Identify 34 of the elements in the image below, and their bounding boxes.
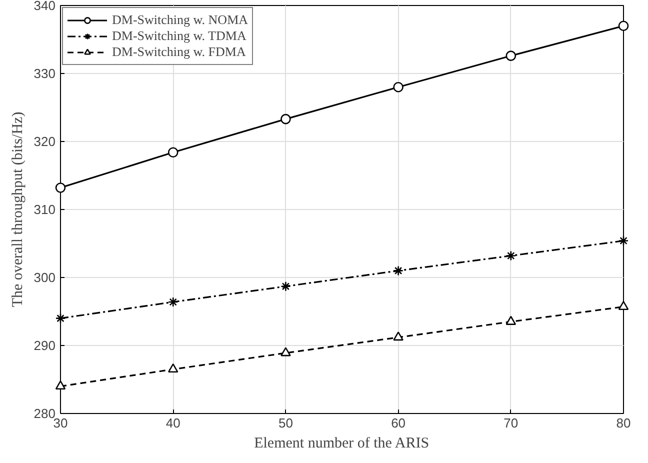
point — [393, 331, 404, 341]
y-tick-label: 330 — [34, 66, 56, 81]
y-axis-title: The overall throughput (bits/Hz) — [10, 112, 26, 308]
point — [618, 236, 629, 246]
y-tick-label: 340 — [34, 0, 56, 13]
y-tick-label: 310 — [34, 202, 56, 217]
y-tick-label: 320 — [34, 134, 56, 149]
point — [506, 316, 516, 325]
x-tick-label: 60 — [391, 416, 406, 430]
x-tick-label: 70 — [504, 416, 518, 430]
y-tick-label: 290 — [34, 338, 56, 353]
point — [393, 266, 404, 276]
point — [618, 20, 629, 32]
x-axis-title: Element number of the ARIS — [254, 436, 430, 452]
point — [280, 347, 291, 356]
x-tick-label: 50 — [278, 416, 293, 430]
point — [168, 363, 178, 373]
x-tick-label: 80 — [616, 416, 631, 430]
point — [618, 300, 629, 310]
point — [280, 114, 291, 124]
point — [280, 281, 291, 292]
legend-label: DM-Switching w. TDMA — [112, 28, 246, 44]
legend-label: DM-Switching w. NOMA — [112, 12, 248, 28]
point — [55, 182, 66, 193]
point — [168, 147, 178, 158]
point — [506, 50, 516, 61]
y-tick-label: 300 — [34, 270, 56, 285]
legend-label: DM-Switching w. FDMA — [112, 44, 246, 60]
point — [393, 82, 404, 92]
x-tick-label: 40 — [166, 416, 180, 430]
point — [168, 296, 178, 308]
point — [506, 250, 516, 261]
point — [55, 313, 66, 324]
point — [55, 380, 66, 390]
